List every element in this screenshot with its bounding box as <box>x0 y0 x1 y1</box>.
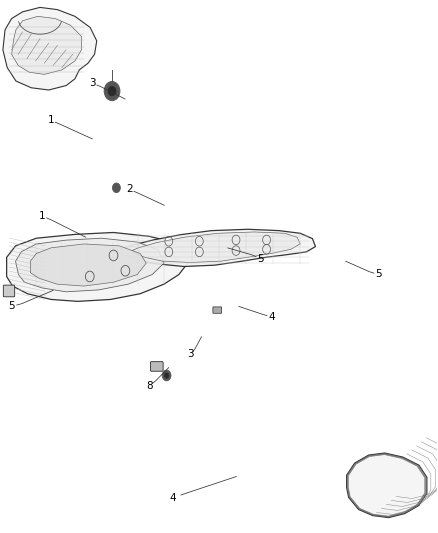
Text: 4: 4 <box>268 312 275 322</box>
Polygon shape <box>30 244 146 286</box>
Polygon shape <box>132 232 300 263</box>
Polygon shape <box>15 238 164 292</box>
Text: 8: 8 <box>146 381 152 391</box>
FancyBboxPatch shape <box>4 285 14 297</box>
Text: 5: 5 <box>257 254 264 263</box>
Polygon shape <box>12 17 81 75</box>
Polygon shape <box>120 229 315 266</box>
FancyBboxPatch shape <box>213 307 222 313</box>
Text: 3: 3 <box>187 349 194 359</box>
Text: 2: 2 <box>126 184 133 195</box>
Circle shape <box>162 370 171 381</box>
Polygon shape <box>346 453 427 518</box>
Circle shape <box>164 373 169 378</box>
Polygon shape <box>7 232 188 301</box>
Text: 1: 1 <box>39 211 46 221</box>
Text: 5: 5 <box>375 270 381 279</box>
Circle shape <box>113 183 120 192</box>
Text: 5: 5 <box>8 301 15 311</box>
FancyBboxPatch shape <box>150 362 163 371</box>
Circle shape <box>108 86 116 96</box>
Circle shape <box>104 82 120 101</box>
Text: 1: 1 <box>48 115 54 125</box>
Text: 3: 3 <box>89 78 95 88</box>
Text: 4: 4 <box>170 492 177 503</box>
Polygon shape <box>3 7 97 90</box>
